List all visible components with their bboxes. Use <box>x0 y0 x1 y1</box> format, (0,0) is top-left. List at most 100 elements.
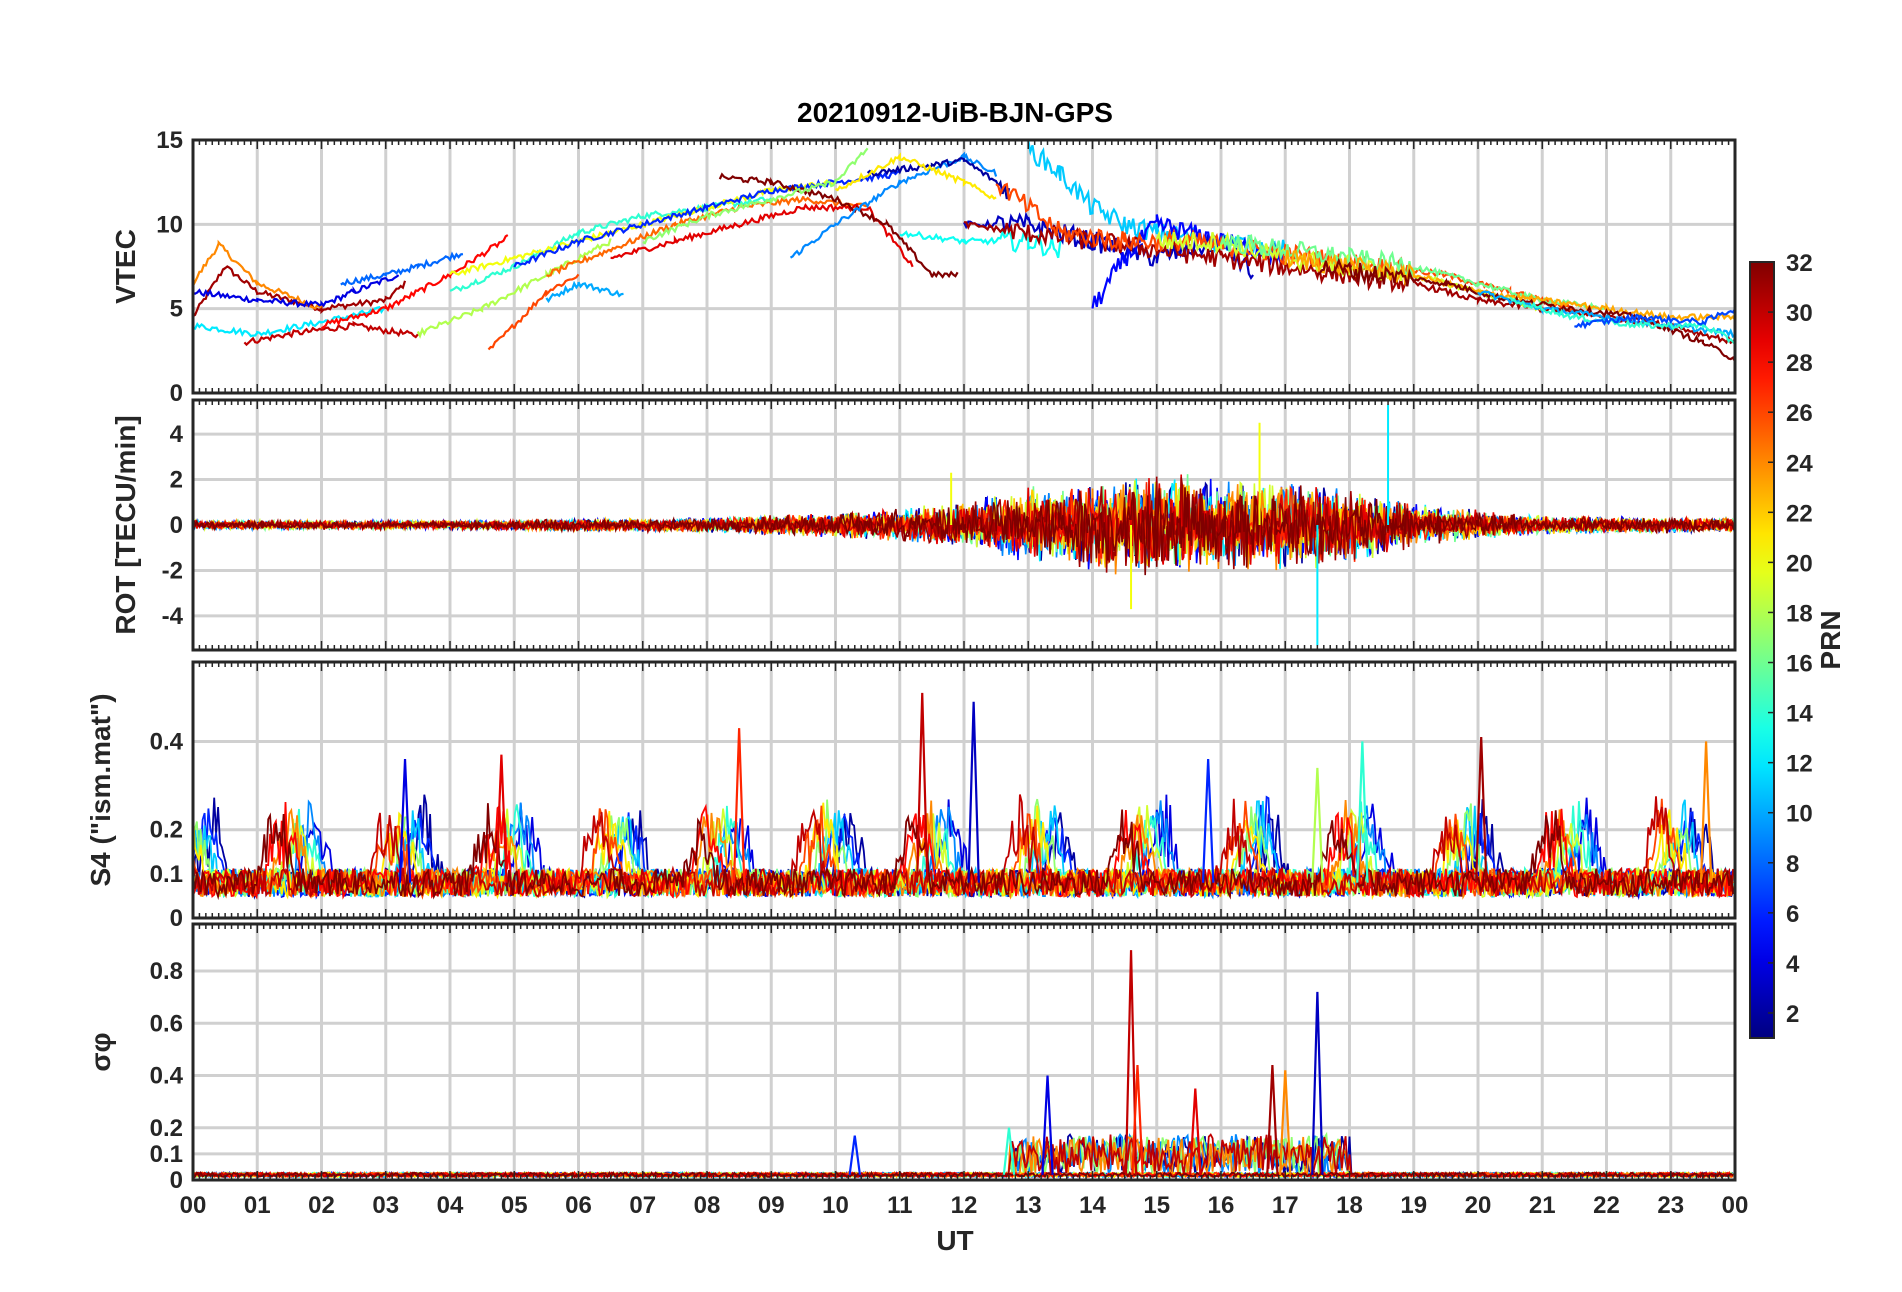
vtec-series-prn-5 <box>1091 214 1287 309</box>
x-tick-label: 01 <box>244 1192 271 1219</box>
colorbar-tick-label: 10 <box>1786 801 1813 828</box>
vtec-series-prn-21 <box>835 152 997 200</box>
x-axis-tick-labels: 00 01 02 03 04 05 06 07 08 09 10 11 12 13 14 15 16 17 18 19… <box>180 1192 1749 1219</box>
vtec-series-prn-23 <box>1284 250 1735 322</box>
y-tick-label: 0.4 <box>150 1063 184 1090</box>
y-tick-label: 0.4 <box>150 728 184 755</box>
s4-peak <box>1356 741 1369 883</box>
vtec-series-prn-32 <box>718 172 959 279</box>
colorbar-tick-label: 6 <box>1786 901 1799 928</box>
colorbar-tick-label: 18 <box>1786 600 1813 627</box>
sigma_phi-peak <box>1131 1065 1144 1175</box>
vtec-series-prn-26 <box>487 273 580 351</box>
y-tick-label: 0.1 <box>150 1141 183 1168</box>
vtec-series-prn-31 <box>193 265 407 318</box>
x-tick-label: 09 <box>758 1192 785 1219</box>
colorbar-tick-label: 14 <box>1786 701 1813 728</box>
x-tick-label: 00 <box>1722 1192 1749 1219</box>
plot-area <box>193 140 1735 362</box>
colorbar-tick-label: 24 <box>1786 450 1813 477</box>
x-tick-label: 18 <box>1336 1192 1363 1219</box>
x-tick-label: 11 <box>887 1192 912 1219</box>
vtec-series-prn-12 <box>193 306 387 338</box>
x-tick-label: 12 <box>951 1192 978 1219</box>
y-tick-label: 0 <box>170 1167 183 1194</box>
y-tick-label: 0 <box>170 905 183 932</box>
panel-s4: 0 0.1 0.2 0.4 S4 ("ism.mat") <box>85 660 1737 932</box>
y-axis-label: ROT [TECU/min] <box>110 415 141 634</box>
sigma_phi-peak <box>1311 991 1324 1175</box>
x-tick-label: 13 <box>1015 1192 1042 1219</box>
panel-sigma_phi: 00.10.2 0.4 0.6 0.8 σφ <box>85 922 1737 1194</box>
x-tick-label: 22 <box>1593 1192 1620 1219</box>
sigma_phi-peak <box>1002 1127 1016 1175</box>
y-tick-label: 2 <box>170 467 183 494</box>
y-tick-label: -2 <box>162 557 183 584</box>
vtec-series-prn-10 <box>545 280 624 304</box>
plot-area <box>193 404 1735 646</box>
s4-peak <box>495 754 508 883</box>
vtec-series-prn-2 <box>866 157 1011 200</box>
colorbar-tick-label: 16 <box>1786 651 1813 678</box>
vtec-series-prn-28 <box>321 234 509 330</box>
colorbar-tick-label: 22 <box>1786 500 1813 527</box>
x-tick-label: 23 <box>1657 1192 1684 1219</box>
x-tick-label: 03 <box>372 1192 399 1219</box>
colorbar-tick-label: 30 <box>1786 300 1813 327</box>
x-tick-label: 15 <box>1143 1192 1170 1219</box>
colorbar-tick-label: 2 <box>1786 1001 1799 1028</box>
s4-peak <box>1699 741 1713 883</box>
vtec-series-prn-32 <box>1317 257 1735 362</box>
y-tick-label: 0.2 <box>150 817 183 844</box>
panel-rot: -4 -2 0 2 4 ROT [TECU/min] <box>110 398 1737 652</box>
colorbar-tick-label: 8 <box>1786 851 1799 878</box>
sigma_phi-peak <box>848 1135 862 1175</box>
s4-peak <box>967 701 980 883</box>
panel-vtec: 0 5 10 15 VTEC <box>110 127 1737 407</box>
x-tick-label: 04 <box>437 1192 464 1219</box>
x-tick-label: 20 <box>1465 1192 1492 1219</box>
y-axis-label: σφ <box>85 1032 116 1071</box>
x-tick-label: 07 <box>629 1192 656 1219</box>
vtec-series-prn-7 <box>1574 308 1735 330</box>
s4-peak <box>1474 736 1488 883</box>
y-tick-label: 0 <box>170 512 183 539</box>
y-tick-label: -4 <box>162 603 184 630</box>
y-axis-label: S4 ("ism.mat") <box>85 693 116 886</box>
sigma_phi-peak <box>1041 1075 1054 1175</box>
s4-peak <box>732 728 746 883</box>
x-tick-label: 06 <box>565 1192 592 1219</box>
vtec-series-prn-24 <box>193 239 322 310</box>
x-tick-label: 17 <box>1272 1192 1299 1219</box>
s4-peak <box>1201 759 1215 883</box>
y-tick-label: 15 <box>156 127 183 154</box>
vtec-series-prn-9 <box>789 151 998 259</box>
vtec-series-prn-8 <box>340 251 464 287</box>
colorbar-tick-label: 32 <box>1786 250 1813 277</box>
sigma_phi-peak <box>1124 950 1138 1175</box>
vtec-series-prn-11 <box>1027 140 1287 259</box>
colorbar-label: PRN <box>1815 610 1846 669</box>
sigma_phi-peak <box>1279 1070 1292 1175</box>
plot-area <box>193 692 1734 901</box>
sigma_phi-peak <box>1266 1065 1279 1175</box>
s4-peak <box>1311 767 1324 883</box>
y-tick-label: 0.1 <box>150 861 183 888</box>
x-tick-label: 05 <box>501 1192 528 1219</box>
y-tick-label: 0.6 <box>150 1010 183 1037</box>
colorbar-tick-label: 28 <box>1786 350 1813 377</box>
vtec-series-prn-14 <box>449 196 772 293</box>
s4-peak <box>915 692 929 883</box>
x-tick-label: 02 <box>308 1192 335 1219</box>
x-tick-label: 21 <box>1529 1192 1556 1219</box>
vtec-series-prn-30 <box>243 320 419 347</box>
colorbar-gradient <box>1749 261 1775 1039</box>
x-tick-label: 19 <box>1400 1192 1427 1219</box>
colorbar-tick-label: 26 <box>1786 400 1813 427</box>
y-tick-label: 0 <box>170 380 183 407</box>
y-tick-label: 10 <box>156 211 183 238</box>
x-tick-label: 00 <box>180 1192 207 1219</box>
y-tick-label: 5 <box>170 296 183 323</box>
x-tick-label: 08 <box>694 1192 721 1219</box>
